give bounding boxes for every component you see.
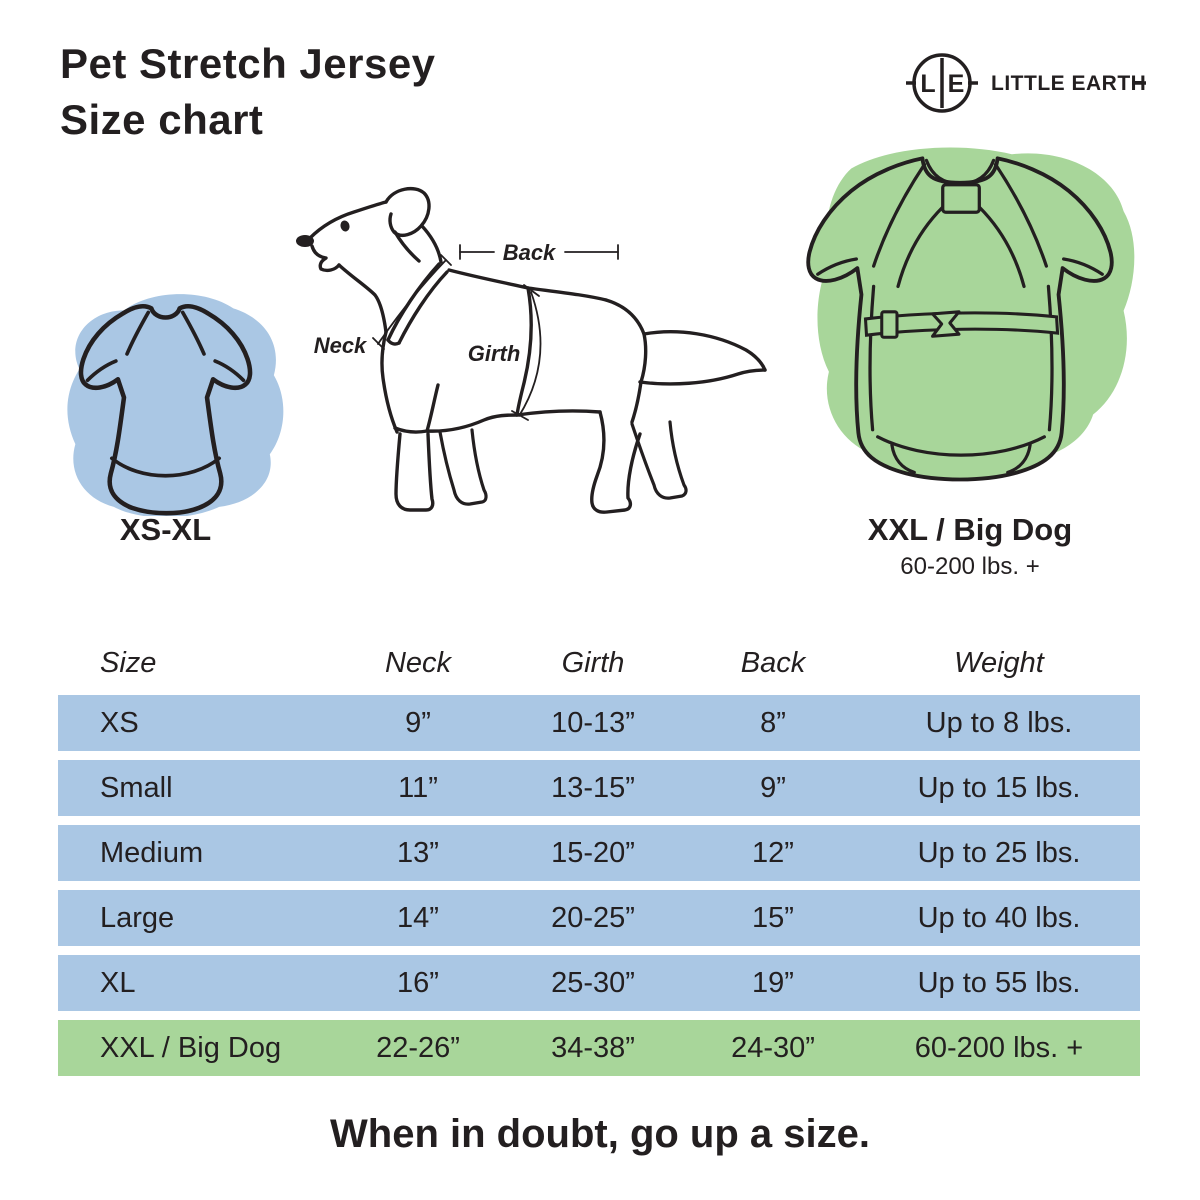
table-row-small: Small 11” 13-15” 9” Up to 15 lbs. [58, 760, 1140, 816]
cell-weight: 60-200 lbs. + [914, 1031, 1084, 1064]
big-shirt-icon [806, 147, 1135, 482]
cell-neck: 11” [398, 771, 438, 804]
logo-brand-text: LITTLE EARTH [991, 72, 1146, 95]
little-earth-logo-icon: L E LITTLE EARTH [906, 53, 1146, 113]
table-row-medium: Medium 13” 15-20” 12” Up to 25 lbs. [58, 825, 1140, 881]
table-row-large: Large 14” 20-25” 15” Up to 40 lbs. [58, 890, 1140, 946]
cell-girth: 25-30” [551, 966, 635, 999]
cell-weight: Up to 40 lbs. [917, 901, 1081, 934]
cell-weight: Up to 15 lbs. [917, 771, 1081, 804]
header-back: Back [740, 646, 806, 679]
big-shirt-sublabel: 60-200 lbs. + [900, 553, 1040, 580]
dog-back-label: Back [503, 240, 557, 265]
big-shirt-label: XXL / Big Dog [867, 512, 1073, 547]
table-row-xxl-big-dog: XXL / Big Dog 22-26” 34-38” 24-30” 60-20… [58, 1020, 1140, 1076]
cell-weight: Up to 55 lbs. [917, 966, 1081, 999]
size-table-header: Size Neck Girth Back Weight [58, 640, 1140, 686]
small-shirt-icon [67, 294, 284, 518]
header-neck: Neck [384, 646, 452, 679]
cell-girth: 13-15” [551, 771, 635, 804]
size-table: Size Neck Girth Back Weight XS 9” 10-13”… [58, 640, 1140, 1076]
cell-size: Small [100, 771, 173, 804]
small-shirt-label: XS-XL [119, 512, 212, 547]
cell-back: 8” [760, 706, 786, 739]
cell-neck: 9” [405, 706, 431, 739]
cell-neck: 13” [397, 836, 439, 869]
cell-weight: Up to 25 lbs. [917, 836, 1081, 869]
cell-girth: 15-20” [551, 836, 635, 869]
cell-neck: 14” [397, 901, 439, 934]
page-title-line2: Size chart [60, 95, 264, 143]
cell-back: 15” [752, 901, 794, 934]
cell-back: 24-30” [731, 1031, 815, 1064]
cell-back: 9” [760, 771, 786, 804]
header-girth: Girth [561, 646, 625, 679]
dog-icon: Back Neck Girth [296, 186, 767, 514]
table-row-xl: XL 16” 25-30” 19” Up to 55 lbs. [58, 955, 1140, 1011]
cell-back: 19” [752, 966, 794, 999]
cell-neck: 22-26” [376, 1031, 460, 1064]
footer-note: When in doubt, go up a size. [330, 1112, 870, 1156]
header-weight: Weight [954, 646, 1044, 679]
cell-weight: Up to 8 lbs. [925, 706, 1073, 739]
cell-back: 12” [752, 836, 794, 869]
small-shirt-body [78, 304, 253, 516]
header-size: Size [100, 646, 157, 679]
little-earth-logo: L E LITTLE EARTH [876, 42, 1152, 131]
cell-size: Medium [100, 836, 204, 869]
dog-measurement-diagram: Back Neck Girth [288, 182, 770, 527]
big-shirt-illustration [772, 140, 1148, 511]
cell-size: XXL / Big Dog [100, 1031, 282, 1064]
cell-girth: 20-25” [551, 901, 635, 934]
dog-girth-label: Girth [468, 341, 521, 366]
cell-girth: 34-38” [551, 1031, 635, 1064]
small-shirt-illustration [38, 278, 293, 521]
page-title: Pet Stretch Jersey Size chart [60, 36, 436, 148]
cell-girth: 10-13” [551, 706, 635, 739]
cell-size: Large [100, 901, 175, 934]
cell-neck: 16” [397, 966, 439, 999]
dog-neck-label: Neck [314, 333, 368, 358]
logo-letter-l: L [920, 70, 935, 98]
table-row-xs: XS 9” 10-13” 8” Up to 8 lbs. [58, 695, 1140, 751]
cell-size: XS [100, 706, 139, 739]
cell-size: XL [100, 966, 136, 999]
page-title-line1: Pet Stretch Jersey [60, 40, 436, 87]
logo-letter-e: E [948, 70, 965, 98]
